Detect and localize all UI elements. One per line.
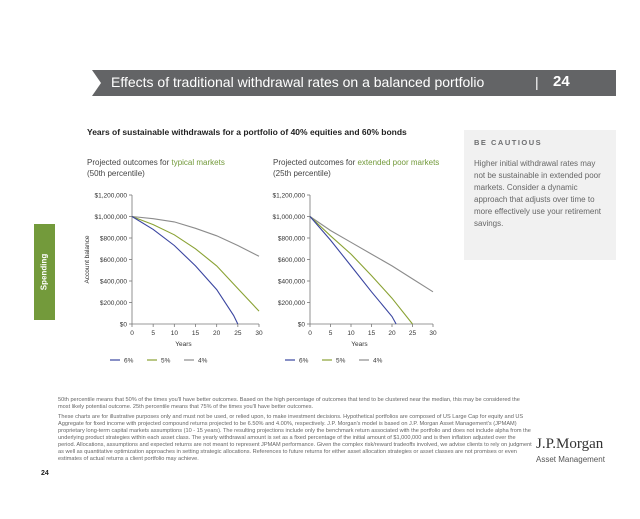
- caution-callout: [464, 130, 616, 260]
- chart1-x-tick-label: 20: [213, 330, 221, 337]
- chart2-x-tick-label: 5: [329, 330, 333, 337]
- caution-body: Higher initial withdrawal rates may not …: [474, 159, 602, 228]
- chart1-y-tick-label: $1,200,000: [94, 192, 127, 199]
- chart2-x-tick-label: 0: [308, 330, 312, 337]
- chart1-y-tick-label: $800,000: [100, 235, 127, 242]
- chart1-y-tick-label: $1,000,000: [94, 214, 127, 221]
- header-bar: [92, 70, 616, 96]
- section-tab: [34, 224, 55, 320]
- chart1-y-tick-label: $600,000: [100, 257, 127, 264]
- left-panel-title-highlight: typical markets: [171, 158, 225, 167]
- right-panel-title-highlight: extended poor markets: [357, 158, 440, 167]
- chart2-x-axis-label: Years: [351, 341, 368, 348]
- chart2-x-tick-label: 10: [347, 330, 355, 337]
- header-page-number: 24: [553, 73, 570, 90]
- left-panel-title: Projected outcomes for typical markets (…: [87, 157, 225, 179]
- chart2-legend-label-5pct: 5%: [336, 357, 346, 364]
- chart1-legend-label-6pct: 6%: [124, 357, 134, 364]
- chart1-series-6pct-line: [131, 216, 239, 325]
- chart2-y-tick-label: $600,000: [278, 257, 305, 264]
- left-panel-title-line2: (50th percentile): [87, 169, 145, 178]
- footer-page-number: 24: [41, 470, 49, 477]
- chart1-x-tick-label: 0: [130, 330, 134, 337]
- chart2-y-tick-label: $200,000: [278, 300, 305, 307]
- chart1-legend-label-4pct: 4%: [198, 357, 208, 364]
- chart1-legend-label-5pct: 5%: [161, 357, 171, 364]
- note-percentile: 50th percentile means that 50% of the ti…: [58, 397, 520, 410]
- chart2-x-tick-label: 30: [429, 330, 437, 337]
- header-chevron-icon: [92, 70, 101, 96]
- chart1-y-tick-label: $0: [120, 321, 128, 328]
- right-panel-title-line2: (25th percentile): [273, 169, 331, 178]
- chart1-x-tick-label: 5: [151, 330, 155, 337]
- chart1-y-tick-label: $200,000: [100, 300, 127, 307]
- left-panel-title-prefix: Projected outcomes for: [87, 158, 172, 167]
- chart2-y-tick-label: $1,200,000: [272, 192, 305, 199]
- chart2-y-tick-label: $400,000: [278, 278, 305, 285]
- page-title: Effects of traditional withdrawal rates …: [111, 74, 485, 90]
- chart2-y-tick-label: $1,000,000: [272, 214, 305, 221]
- chart2-series-4pct-line: [309, 216, 434, 293]
- chart1-x-tick-label: 15: [192, 330, 200, 337]
- chart1-x-tick-label: 10: [171, 330, 179, 337]
- chart1-y-axis-label: Account balance: [84, 235, 91, 283]
- chart2-series-6pct-line: [309, 216, 397, 325]
- header-separator: |: [535, 74, 539, 90]
- chart2-legend-label-4pct: 4%: [373, 357, 383, 364]
- right-panel-title-prefix: Projected outcomes for: [273, 158, 358, 167]
- caution-heading: BE CAUTIOUS: [474, 138, 543, 147]
- right-panel-title: Projected outcomes for extended poor mar…: [273, 157, 439, 179]
- chart2-x-tick-label: 15: [368, 330, 376, 337]
- chart2-x-tick-label: 25: [409, 330, 417, 337]
- chart2-y-tick-label: $0: [298, 321, 306, 328]
- chart1-x-tick-label: 30: [255, 330, 263, 337]
- chart2-legend-label-6pct: 6%: [299, 357, 309, 364]
- chart2-y-tick-label: $800,000: [278, 235, 305, 242]
- note-disclaimer: These charts are for illustrative purpos…: [58, 414, 532, 462]
- chart2-series-5pct-line: [309, 216, 413, 325]
- chart1-x-axis-label: Years: [175, 341, 192, 348]
- chart1-series-4pct-line: [131, 215, 260, 257]
- jpmorgan-logo-sub: Asset Management: [536, 455, 605, 464]
- jpmorgan-logo: J.P.Morgan: [536, 436, 604, 452]
- chart1-y-tick-label: $400,000: [100, 278, 127, 285]
- chart-subtitle: Years of sustainable withdrawals for a p…: [87, 127, 407, 137]
- chart1-series-5pct-line: [131, 215, 260, 312]
- chart2-x-tick-label: 20: [388, 330, 396, 337]
- chart1-x-tick-label: 25: [234, 330, 242, 337]
